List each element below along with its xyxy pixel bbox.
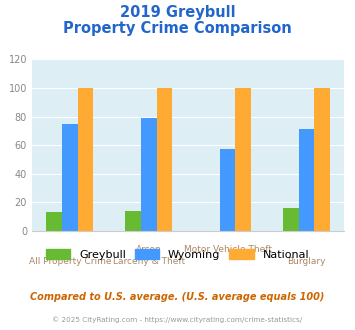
Legend: Greybull, Wyoming, National: Greybull, Wyoming, National: [46, 249, 309, 260]
Text: Motor Vehicle Theft: Motor Vehicle Theft: [184, 245, 272, 254]
Bar: [141, 118, 157, 231]
Text: Compared to U.S. average. (U.S. average equals 100): Compared to U.S. average. (U.S. average …: [30, 292, 325, 302]
Bar: [62, 124, 78, 231]
Text: Burglary: Burglary: [287, 257, 326, 266]
Text: Property Crime Comparison: Property Crime Comparison: [63, 21, 292, 36]
Bar: [157, 88, 173, 231]
Text: Larceny & Theft: Larceny & Theft: [113, 257, 185, 266]
Bar: [78, 88, 93, 231]
Text: © 2025 CityRating.com - https://www.cityrating.com/crime-statistics/: © 2025 CityRating.com - https://www.city…: [53, 317, 302, 323]
Bar: [220, 149, 235, 231]
Bar: [235, 88, 251, 231]
Text: Arson: Arson: [136, 245, 162, 254]
Text: All Property Crime: All Property Crime: [28, 257, 111, 266]
Bar: [299, 129, 315, 231]
Bar: [315, 88, 330, 231]
Bar: [125, 211, 141, 231]
Text: 2019 Greybull: 2019 Greybull: [120, 5, 235, 20]
Bar: [46, 213, 62, 231]
Bar: [283, 208, 299, 231]
